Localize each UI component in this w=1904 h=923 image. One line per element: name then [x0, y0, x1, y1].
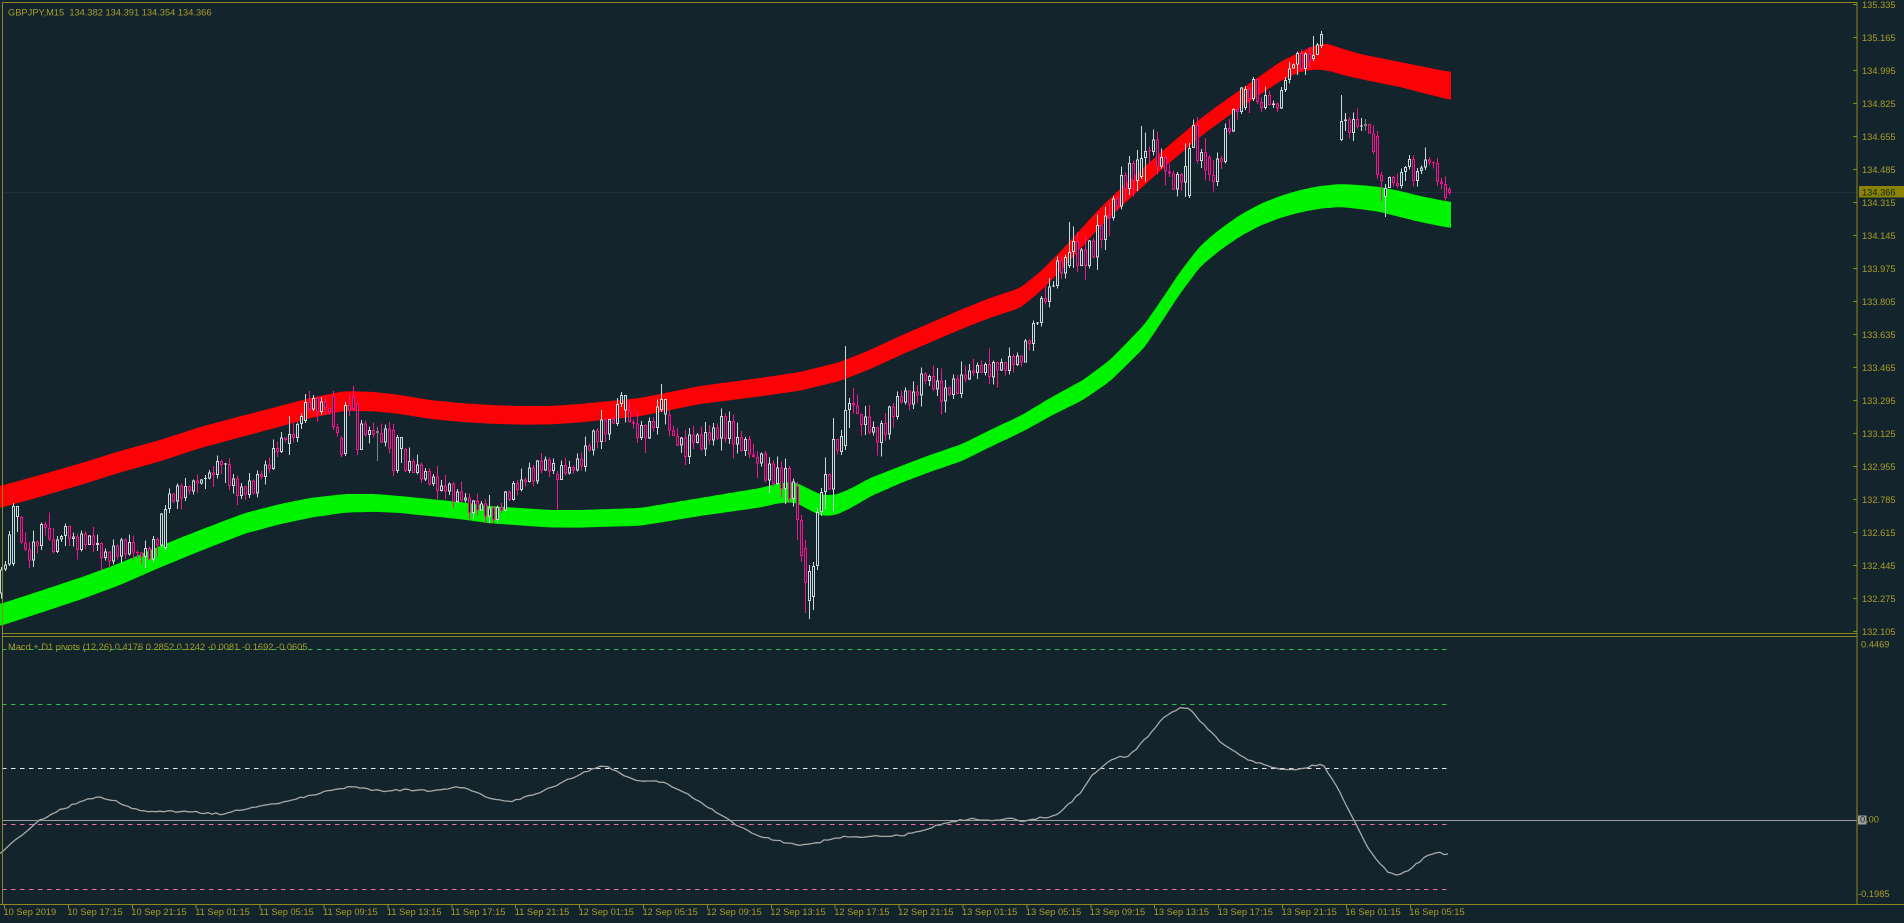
svg-text:12 Sep 05:15: 12 Sep 05:15 — [643, 907, 698, 917]
svg-text:10 Sep 21:15: 10 Sep 21:15 — [131, 907, 186, 917]
svg-text:16 Sep 05:15: 16 Sep 05:15 — [1409, 907, 1464, 917]
svg-text:Macd + D1 pivots (12,26) 0.417: Macd + D1 pivots (12,26) 0.4176 0.2852 0… — [8, 642, 308, 652]
svg-text:11 Sep 09:15: 11 Sep 09:15 — [323, 907, 378, 917]
svg-text:12 Sep 13:15: 12 Sep 13:15 — [770, 907, 825, 917]
svg-text:135.165: 135.165 — [1862, 33, 1896, 43]
svg-text:132.615: 132.615 — [1862, 528, 1896, 538]
svg-text:133.975: 133.975 — [1862, 264, 1896, 274]
svg-text:11 Sep 21:15: 11 Sep 21:15 — [515, 907, 570, 917]
svg-text:132.785: 132.785 — [1862, 495, 1896, 505]
svg-text:13 Sep 05:15: 13 Sep 05:15 — [1026, 907, 1081, 917]
svg-text:134.485: 134.485 — [1862, 165, 1896, 175]
svg-text:134.995: 134.995 — [1862, 66, 1896, 76]
svg-text:13 Sep 09:15: 13 Sep 09:15 — [1090, 907, 1145, 917]
svg-text:0: 0 — [1860, 814, 1865, 824]
svg-text:13 Sep 21:15: 13 Sep 21:15 — [1282, 907, 1337, 917]
svg-text:132.955: 132.955 — [1862, 462, 1896, 472]
svg-text:12 Sep 17:15: 12 Sep 17:15 — [834, 907, 889, 917]
svg-text:133.295: 133.295 — [1862, 396, 1896, 406]
svg-text:133.125: 133.125 — [1862, 429, 1896, 439]
svg-text:12 Sep 09:15: 12 Sep 09:15 — [706, 907, 761, 917]
svg-text:134.315: 134.315 — [1862, 198, 1896, 208]
svg-text:132.445: 132.445 — [1862, 561, 1896, 571]
svg-text:133.805: 133.805 — [1862, 297, 1896, 307]
svg-text:132.275: 132.275 — [1862, 594, 1896, 604]
svg-text:13 Sep 01:15: 13 Sep 01:15 — [962, 907, 1017, 917]
svg-text:-0.1985: -0.1985 — [1858, 889, 1890, 899]
svg-text:11 Sep 17:15: 11 Sep 17:15 — [451, 907, 506, 917]
svg-text:11 Sep 01:15: 11 Sep 01:15 — [195, 907, 250, 917]
svg-text:0.4469: 0.4469 — [1861, 639, 1889, 649]
svg-text:133.465: 133.465 — [1862, 363, 1896, 373]
svg-text:13 Sep 17:15: 13 Sep 17:15 — [1218, 907, 1273, 917]
svg-text:134.825: 134.825 — [1862, 99, 1896, 109]
svg-text:16 Sep 01:15: 16 Sep 01:15 — [1345, 907, 1400, 917]
svg-text:GBPJPY,M15 134.382 134.391 13: GBPJPY,M15 134.382 134.391 134.354 134.3… — [8, 8, 212, 18]
svg-text:132.105: 132.105 — [1862, 627, 1896, 637]
svg-text:133.635: 133.635 — [1862, 330, 1896, 340]
svg-text:12 Sep 01:15: 12 Sep 01:15 — [579, 907, 634, 917]
svg-text:134.655: 134.655 — [1862, 132, 1896, 142]
svg-text:134.366: 134.366 — [1862, 187, 1896, 197]
svg-text:13 Sep 13:15: 13 Sep 13:15 — [1154, 907, 1209, 917]
svg-text:11 Sep 13:15: 11 Sep 13:15 — [387, 907, 442, 917]
svg-text:134.145: 134.145 — [1862, 231, 1896, 241]
svg-text:.00: .00 — [1866, 814, 1879, 824]
svg-text:10 Sep 2019: 10 Sep 2019 — [4, 907, 57, 917]
svg-text:12 Sep 21:15: 12 Sep 21:15 — [898, 907, 953, 917]
svg-text:11 Sep 05:15: 11 Sep 05:15 — [259, 907, 314, 917]
svg-text:10 Sep 17:15: 10 Sep 17:15 — [67, 907, 122, 917]
svg-text:135.335: 135.335 — [1862, 0, 1896, 10]
